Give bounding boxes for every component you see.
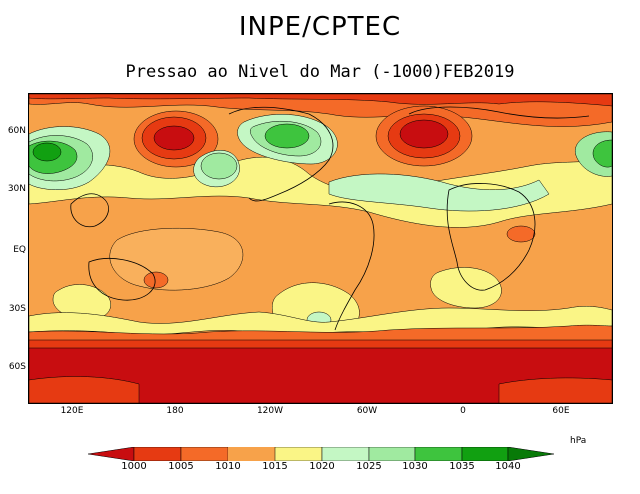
- lon-label-120e: 120E: [60, 406, 84, 416]
- lon-label-180: 180: [166, 406, 184, 416]
- colorbar-label-1010: 1010: [215, 461, 241, 472]
- colorbar-bin-1020-1025: [321, 447, 370, 461]
- africa-low-1005: [506, 225, 536, 243]
- contour-1000-north: [29, 94, 612, 107]
- colorbar-bin-1025-1030: [368, 447, 416, 461]
- coast-australia: [88, 258, 156, 301]
- coast-eurasia: [408, 106, 590, 119]
- lon-label-60w: 60W: [356, 406, 378, 416]
- colorbar-arrow-high: [507, 447, 554, 461]
- lat-label-eq: EQ: [13, 245, 26, 255]
- coast-north-america: [228, 106, 334, 202]
- icelandic-low-core: [399, 119, 449, 149]
- colorbar-bin-1000-1005: [133, 447, 182, 461]
- antarctic-1000-west: [29, 376, 140, 403]
- pressure-map-svg: [29, 94, 612, 403]
- lat-label-60n: 60N: [7, 126, 26, 136]
- siberian-high-1035: [32, 142, 62, 162]
- atlantic-high-1020: [328, 173, 550, 212]
- aleutian-low-core: [153, 125, 195, 151]
- equatorial-low-pacific: [109, 227, 244, 291]
- pacific-high-1025: [200, 152, 238, 180]
- colorbar-bin-1035-1040: [461, 447, 509, 461]
- lon-label-60e: 60E: [552, 406, 570, 416]
- lat-label-30n: 30N: [7, 184, 26, 194]
- colorbar-label-1025: 1025: [356, 461, 382, 472]
- colorbar-label-1020: 1020: [309, 461, 335, 472]
- colorbar-label-1035: 1035: [449, 461, 475, 472]
- map-subtitle: Pressao ao Nivel do Mar (-1000)FEB2019: [125, 62, 515, 82]
- colorbar-bin-1030-1035: [414, 447, 463, 461]
- lon-label-120w: 120W: [256, 406, 284, 416]
- na-high-1030: [264, 123, 310, 149]
- colorbar-bin-1010-1015: [228, 447, 275, 461]
- coast-south-america: [328, 201, 375, 331]
- lat-label-60s: 60S: [8, 362, 26, 372]
- legend-unit: hPa: [570, 436, 587, 446]
- colorbar-label-1030: 1030: [402, 461, 428, 472]
- asia-high-right-1030: [592, 139, 612, 168]
- map-title: INPE/CPTEC: [238, 12, 402, 42]
- coast-se-asia: [70, 193, 109, 228]
- colorbar-label-1040: 1040: [495, 461, 521, 472]
- coastlines: [70, 106, 590, 331]
- southern-ridge-1015: [29, 306, 612, 336]
- lon-label-0: 0: [460, 406, 466, 416]
- colorbar-label-1005: 1005: [168, 461, 194, 472]
- color-bar: [88, 447, 554, 461]
- colorbar-label-1015: 1015: [262, 461, 288, 472]
- antarctic-1000-east: [498, 377, 612, 403]
- s-atlantic-high-1015: [430, 267, 502, 309]
- circumpolar-below-1000: [29, 347, 612, 403]
- circumpolar-1005: [29, 324, 612, 345]
- colorbar-bin-1015-1020: [274, 447, 323, 461]
- coast-africa: [446, 183, 536, 291]
- lat-label-30s: 30S: [8, 304, 26, 314]
- colorbar-arrow-low: [88, 447, 135, 461]
- australia-low-1005: [143, 271, 169, 289]
- colorbar-label-1000: 1000: [121, 461, 147, 472]
- pressure-map: [28, 93, 613, 404]
- colorbar-bin-1005-1010: [180, 447, 229, 461]
